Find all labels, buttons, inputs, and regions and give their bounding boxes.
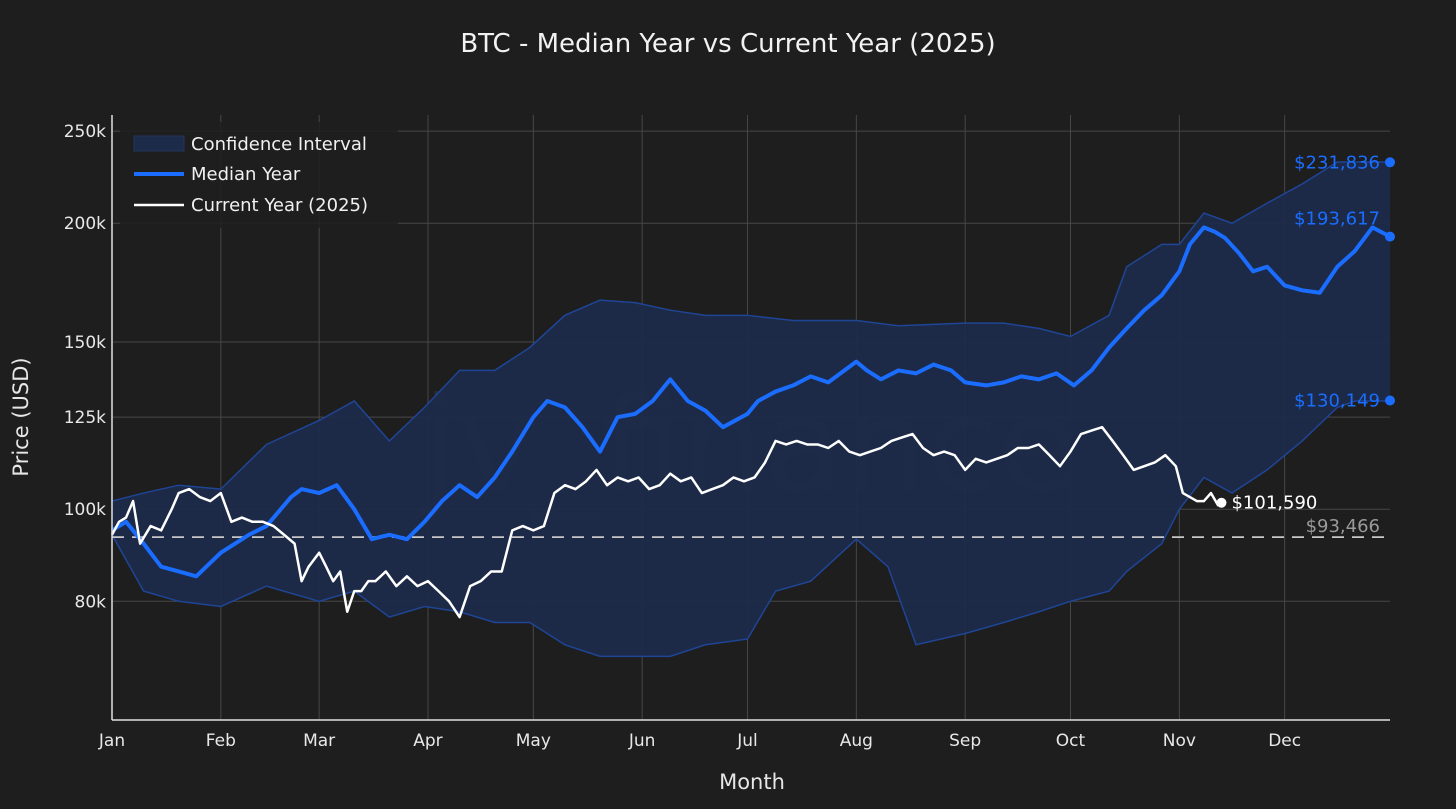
legend-swatch-confidence-interval (133, 135, 185, 152)
x-tick-label: May (516, 731, 551, 751)
annotation-label: $101,590 (1231, 493, 1317, 514)
x-tick-label: Oct (1056, 731, 1086, 751)
legend-label-current-year: Current Year (2025) (191, 195, 368, 216)
x-tick-label: Mar (303, 731, 335, 751)
annotation-marker (1216, 497, 1227, 508)
x-tick-label: Nov (1163, 731, 1196, 751)
annotation-marker (1385, 231, 1395, 242)
annotation-marker (1385, 395, 1395, 406)
x-tick-label: Dec (1268, 731, 1301, 751)
x-tick-label: Jul (736, 731, 758, 751)
annotation-layer: $231,836 $193,617 $130,149 $101,590 (1216, 152, 1395, 514)
chart-title: BTC - Median Year vs Current Year (2025) (460, 29, 995, 59)
x-tick-label: Feb (206, 731, 236, 751)
median-year-line (110, 225, 1391, 579)
x-axis-title: Month (719, 770, 785, 794)
current-year-line (110, 425, 1223, 619)
confidence-upper-edge (111, 161, 1390, 502)
y-tick-label: 125k (64, 408, 106, 428)
x-tick-label: Aug (840, 731, 873, 751)
y-tick-label: 80k (75, 592, 107, 612)
reference-line-label: $93,466 (1306, 516, 1380, 537)
y-tick-label: 200k (64, 214, 106, 234)
legend: Confidence Interval Median Year Current … (120, 122, 398, 228)
annotation-marker (1385, 157, 1395, 168)
y-tick-label: 150k (64, 333, 106, 353)
reference-layer: $93,466 (112, 516, 1390, 539)
axis-layer: Jan Feb Mar Apr May Jun Jul Aug Sep Oct Nov Dec 80k 1… (64, 115, 1390, 751)
legend-label-confidence-interval: Confidence Interval (191, 134, 367, 155)
legend-label-median-year: Median Year (191, 164, 301, 185)
x-tick-label: Apr (413, 731, 442, 751)
annotation-label: $193,617 (1294, 209, 1380, 230)
annotation-label: $231,836 (1294, 152, 1380, 173)
annotation-label: $130,149 (1294, 391, 1380, 412)
series-layer (110, 225, 1391, 619)
confidence-lower-edge (111, 400, 1390, 658)
x-tick-label: Sep (949, 731, 981, 751)
y-tick-label: 100k (64, 500, 106, 520)
x-tick-label: Jun (628, 731, 656, 751)
y-tick-label: 250k (64, 122, 106, 142)
y-axis-title: Price (USD) (9, 357, 33, 476)
x-tick-label: Jan (98, 731, 125, 751)
